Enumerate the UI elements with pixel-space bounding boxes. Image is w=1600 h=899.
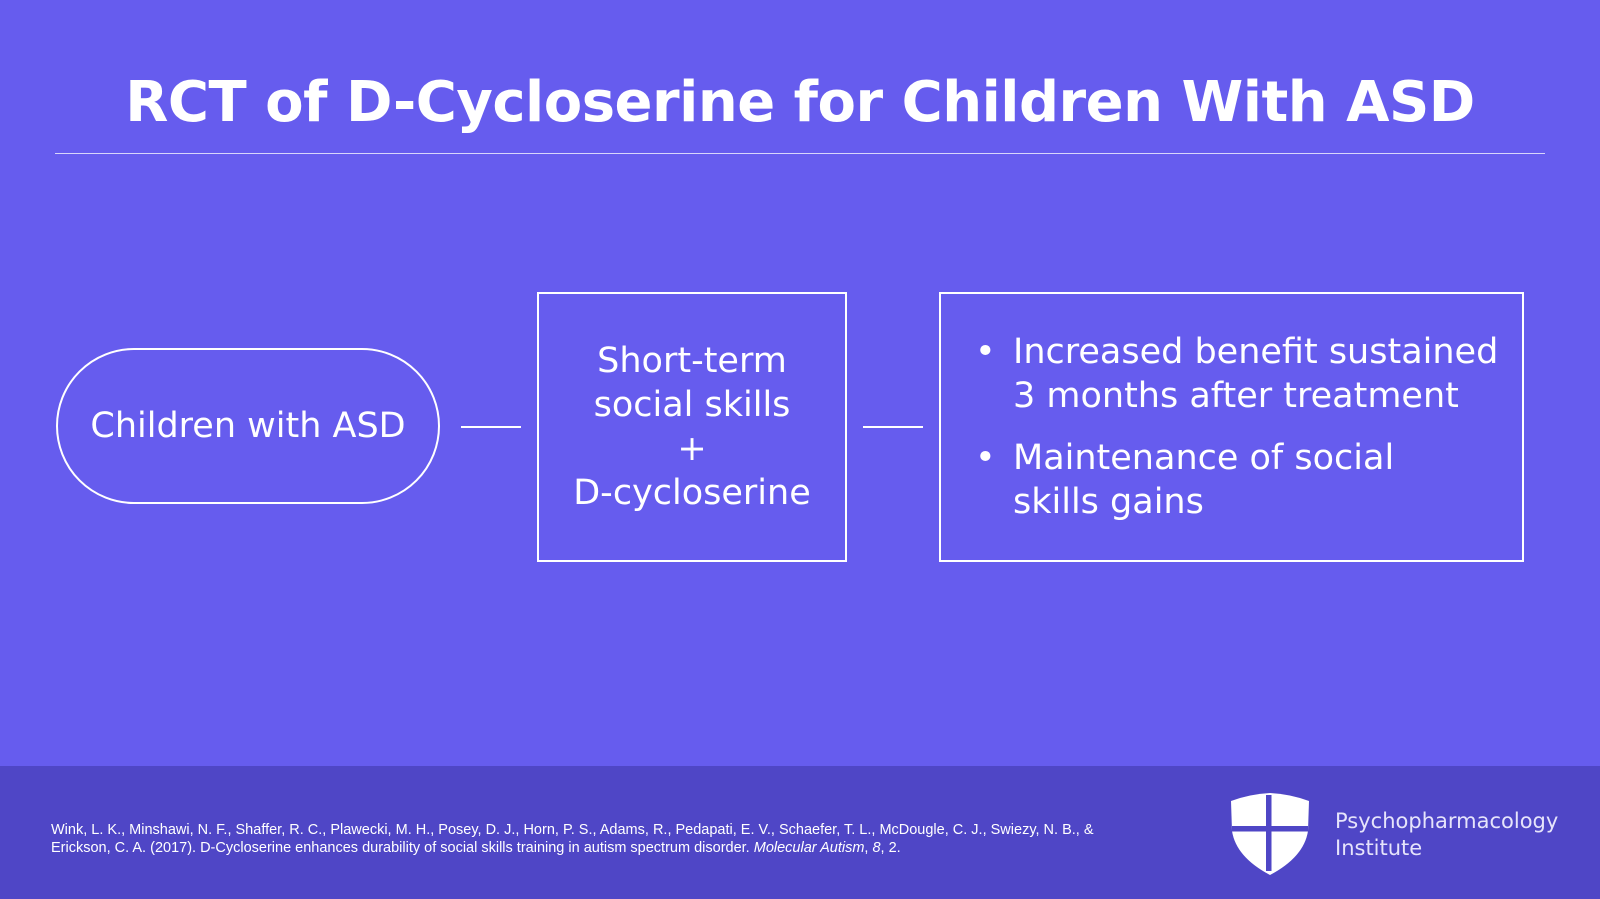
citation: Wink, L. K., Minshawi, N. F., Shaffer, R…: [51, 821, 1111, 857]
outcome-1-line-1: Increased benefit sustained: [1013, 332, 1499, 372]
connector-line-1: [461, 426, 521, 428]
population-node: Children with ASD: [56, 348, 440, 504]
outcome-node: • Increased benefit sustained 3 months a…: [939, 292, 1524, 562]
logo-line-1: Psychopharmacology: [1335, 809, 1559, 833]
outcome-bullet-2: • Maintenance of social skills gains: [975, 436, 1502, 524]
slide-title: RCT of D-Cycloserine for Children With A…: [125, 70, 1475, 135]
outcome-bullet-1: • Increased benefit sustained 3 months a…: [975, 330, 1502, 418]
population-label: Children with ASD: [90, 406, 406, 446]
connector-line-2: [863, 426, 923, 428]
outcome-1-line-2: 3 months after treatment: [1013, 376, 1459, 416]
citation-journal: Molecular Autism: [753, 840, 865, 856]
citation-authors: Wink, L. K., Minshawi, N. F., Shaffer, R…: [51, 822, 1094, 856]
intervention-line-4: D-cycloserine: [573, 473, 811, 513]
footer-bar: Wink, L. K., Minshawi, N. F., Shaffer, R…: [0, 766, 1600, 899]
outcome-2-line-1: Maintenance of social: [1013, 438, 1395, 478]
citation-volume: 8: [872, 840, 881, 856]
intervention-node: Short-term social skills + D-cycloserine: [537, 292, 847, 562]
title-divider: [55, 153, 1545, 154]
intervention-line-1: Short-term: [597, 341, 787, 381]
intervention-plus: +: [677, 429, 707, 469]
intervention-line-2: social skills: [593, 385, 791, 425]
logo-line-2: Institute: [1335, 836, 1423, 860]
shield-cross-icon: [1231, 793, 1309, 875]
citation-end: , 2.: [880, 840, 901, 856]
bullet-dot-icon: •: [975, 332, 996, 372]
logo-wordmark: Psychopharmacology Institute: [1335, 808, 1558, 862]
outcome-2-line-2: skills gains: [1013, 482, 1204, 522]
bullet-dot-icon: •: [975, 438, 996, 478]
citation-separator: ,: [864, 840, 873, 856]
